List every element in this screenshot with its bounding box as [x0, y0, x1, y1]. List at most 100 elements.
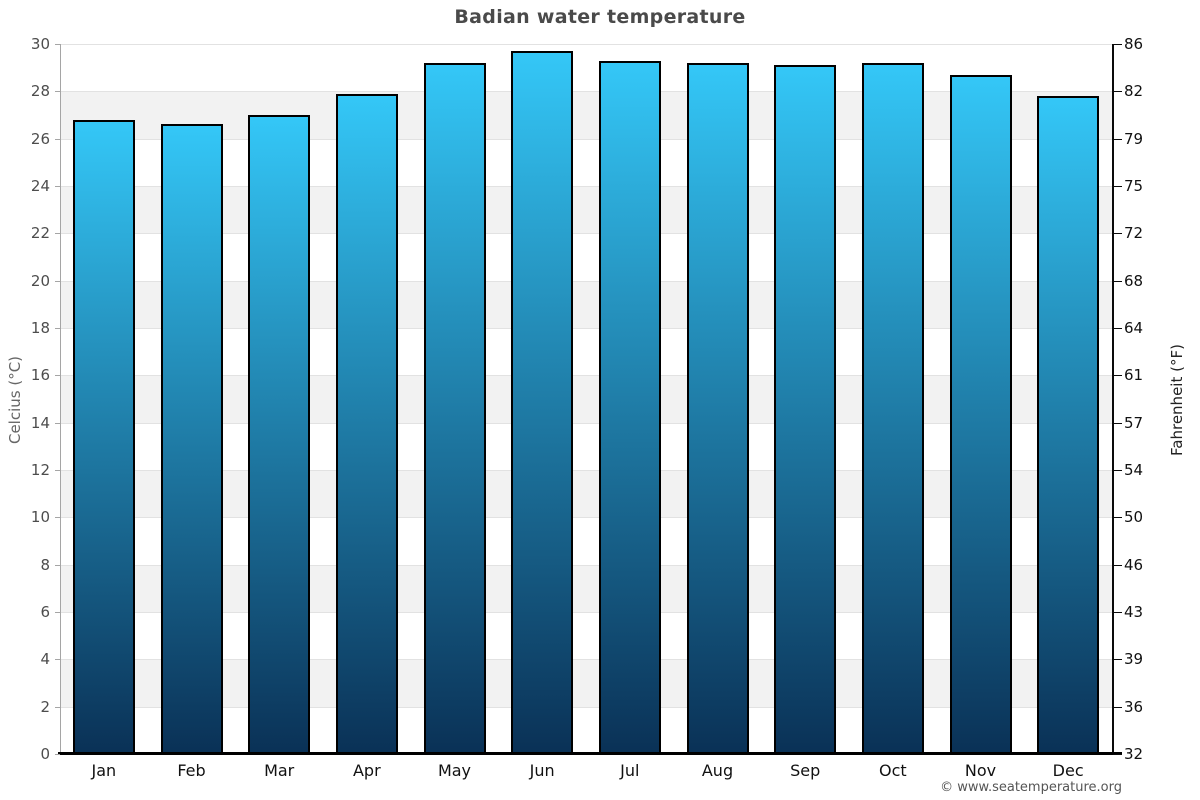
y-tick-mark-right [1113, 659, 1122, 661]
y-tick-mark-left [55, 91, 60, 93]
bar-feb[interactable] [160, 124, 223, 754]
y-tick-mark-right [1113, 44, 1122, 45]
x-tick-label-jun: Jun [529, 761, 555, 780]
bar-nov[interactable] [949, 74, 1012, 754]
x-tick-label-feb: Feb [177, 761, 206, 780]
y-tick-label-fahrenheit-68: 68 [1124, 271, 1144, 290]
y-tick-mark-left [55, 754, 60, 755]
x-tick-label-oct: Oct [878, 761, 907, 780]
y-tick-mark-right [1113, 612, 1122, 613]
x-axis-line [58, 752, 1122, 755]
x-tick-label-mar: Mar [264, 761, 295, 780]
plot-band [60, 91, 1112, 139]
bar-jan[interactable] [72, 119, 135, 754]
y-tick-mark-left [55, 659, 60, 661]
x-tick-label-may: May [437, 761, 472, 780]
y-tick-mark-left [55, 517, 60, 519]
y-tick-label-celsius-28: 28 [30, 82, 50, 101]
y-tick-label-fahrenheit-43: 43 [1124, 603, 1144, 621]
y-tick-label-fahrenheit-50: 50 [1124, 508, 1144, 527]
gridline [60, 659, 1112, 661]
gridline [60, 280, 1112, 282]
bar-aug[interactable] [686, 62, 749, 754]
y-tick-label-fahrenheit-54: 54 [1124, 461, 1144, 479]
bar-may[interactable] [423, 62, 486, 754]
y-tick-label-celsius-20: 20 [30, 271, 50, 290]
y-tick-label-fahrenheit-39: 39 [1124, 650, 1144, 669]
y-tick-label-celsius-18: 18 [30, 319, 50, 337]
y-tick-mark-left [55, 612, 60, 613]
bar-mar[interactable] [248, 115, 311, 754]
y-tick-label-celsius-2: 2 [40, 697, 50, 716]
y-tick-label-fahrenheit-57: 57 [1124, 413, 1144, 432]
y-tick-label-celsius-22: 22 [30, 224, 50, 243]
y-tick-label-fahrenheit-82: 82 [1124, 82, 1144, 101]
y-tick-mark-left [55, 44, 60, 45]
y-tick-label-fahrenheit-36: 36 [1124, 697, 1144, 716]
y-tick-mark-left [55, 470, 60, 471]
x-tick-label-jan: Jan [91, 761, 117, 780]
gridline [60, 470, 1112, 471]
y-tick-label-fahrenheit-64: 64 [1124, 319, 1144, 337]
y-tick-mark-left [55, 422, 60, 424]
y-tick-mark-right [1113, 564, 1122, 566]
y-tick-label-fahrenheit-86: 86 [1124, 35, 1144, 53]
plot-band [60, 280, 1112, 328]
y-tick-mark-right [1113, 470, 1122, 471]
y-tick-label-fahrenheit-46: 46 [1124, 555, 1144, 574]
y-tick-label-celsius-26: 26 [30, 129, 50, 148]
bar-jul[interactable] [598, 60, 661, 754]
y-axis-line-right [1112, 44, 1114, 754]
gridline [60, 138, 1112, 140]
y-tick-label-fahrenheit-61: 61 [1124, 366, 1144, 385]
plot-band [60, 659, 1112, 707]
plot-band [60, 375, 1112, 423]
y-tick-label-fahrenheit-72: 72 [1124, 224, 1144, 243]
y-tick-mark-left [55, 706, 60, 708]
y-tick-label-celsius-10: 10 [30, 508, 50, 527]
gridline [60, 517, 1112, 519]
y-axis-title-fahrenheit: Fahrenheit (°F) [1168, 344, 1186, 456]
y-tick-mark-right [1113, 91, 1122, 93]
chart-title: Badian water temperature [454, 6, 746, 28]
x-tick-label-nov: Nov [964, 761, 997, 780]
bar-oct[interactable] [861, 62, 924, 754]
y-tick-mark-right [1113, 186, 1122, 187]
plot-band [60, 564, 1112, 612]
y-tick-mark-left [55, 375, 60, 377]
gridline [60, 91, 1112, 93]
gridline [60, 233, 1112, 235]
y-tick-mark-left [55, 328, 60, 329]
bar-jun[interactable] [511, 51, 574, 754]
y-tick-mark-left [55, 280, 60, 282]
gridline [60, 612, 1112, 613]
gridline [60, 186, 1112, 187]
y-tick-label-fahrenheit-32: 32 [1124, 745, 1144, 763]
gridline [60, 44, 1112, 45]
x-tick-label-aug: Aug [701, 761, 734, 780]
y-tick-label-celsius-12: 12 [30, 461, 50, 479]
y-tick-label-celsius-16: 16 [30, 366, 50, 385]
gridline [60, 328, 1112, 329]
y-tick-mark-right [1113, 233, 1122, 235]
bar-apr[interactable] [335, 93, 398, 754]
y-tick-mark-right [1113, 328, 1122, 329]
bar-sep[interactable] [774, 65, 837, 754]
x-tick-label-sep: Sep [790, 761, 821, 780]
y-tick-label-celsius-14: 14 [30, 413, 50, 432]
y-tick-mark-left [55, 186, 60, 187]
gridline [60, 375, 1112, 377]
plot-band [60, 470, 1112, 518]
y-tick-label-fahrenheit-79: 79 [1124, 129, 1144, 148]
y-tick-mark-right [1113, 706, 1122, 708]
y-tick-mark-right [1113, 422, 1122, 424]
y-tick-mark-left [55, 564, 60, 566]
y-tick-label-celsius-8: 8 [40, 555, 50, 574]
copyright-text: © www.seatemperature.org [940, 780, 1122, 795]
gridline [60, 564, 1112, 566]
gridline [60, 422, 1112, 424]
bar-dec[interactable] [1037, 96, 1100, 754]
y-tick-label-celsius-30: 30 [30, 35, 50, 53]
plot-band [60, 186, 1112, 234]
y-tick-mark-right [1113, 517, 1122, 519]
